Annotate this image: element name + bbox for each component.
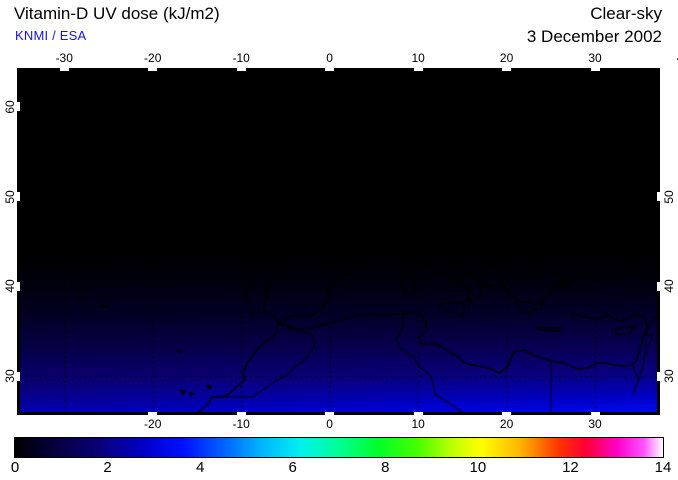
axis-label-top: 30 (588, 51, 602, 65)
axis-tick-top (59, 68, 69, 71)
axis-label-right: 50 (662, 189, 676, 204)
axis-label-left: 40 (3, 279, 17, 294)
axis-label-bottom: 10 (411, 417, 425, 431)
axis-tick-top (502, 68, 512, 71)
axis-label-top: -20 (144, 51, 162, 65)
colorbar-tick-label: 2 (103, 459, 112, 476)
axis-tick-left (17, 281, 20, 291)
axis-label-top: 20 (499, 51, 514, 65)
axis-tick-top (236, 68, 246, 71)
colorbar-tick-label: 12 (562, 459, 579, 476)
axis-tick-bottom (590, 412, 600, 415)
axis-label-bottom: -10 (232, 417, 250, 431)
axis-tick-left (17, 371, 20, 381)
axis-tick-left (17, 192, 20, 202)
axis-label-right: 40 (662, 279, 676, 294)
axis-label-left: 30 (3, 369, 17, 383)
axis-tick-top (590, 68, 600, 71)
colorbar-tick-label: 8 (381, 459, 390, 476)
axis-tick-left (17, 102, 20, 112)
axis-tick-bottom (325, 412, 335, 415)
colorbar-border (14, 437, 664, 458)
colorbar (14, 437, 664, 458)
axis-tick-top (325, 68, 335, 71)
axis-label-right: 30 (662, 369, 676, 383)
axis-label-top: 0 (326, 51, 333, 65)
axis-tick-right (657, 371, 660, 381)
axis-label-top: -30 (55, 51, 73, 65)
colorbar-tick-label: 14 (654, 459, 672, 476)
map-plot-area (17, 68, 660, 415)
axis-tick-right (657, 281, 660, 291)
axis-label-bottom: -20 (144, 417, 162, 431)
axis-label-bottom: 20 (499, 417, 514, 431)
axis-label-top: 10 (411, 51, 425, 65)
map-raster-container (20, 71, 657, 412)
axis-tick-bottom (502, 412, 512, 415)
plot-frame (17, 68, 660, 415)
axis-tick-top (413, 68, 423, 71)
uv-dose-raster (20, 71, 657, 412)
axis-label-top: 40 (677, 51, 678, 65)
colorbar-tick-label: 0 (10, 459, 20, 476)
axis-label-left: 50 (3, 189, 17, 204)
axis-tick-right (657, 192, 660, 202)
axis-tick-bottom (236, 412, 246, 415)
colorbar-tick-label: 10 (469, 459, 487, 476)
date-label: 3 December 2002 (526, 27, 662, 46)
axis-tick-top (148, 68, 158, 71)
axis-label-left: 60 (3, 100, 17, 114)
colorbar-tick-label: 4 (195, 459, 205, 476)
axis-label-bottom: 0 (326, 417, 333, 431)
colorbar-gradient (15, 438, 663, 457)
sky-condition-label: Clear-sky (590, 4, 662, 23)
axis-label-top: -10 (232, 51, 250, 65)
axis-label-bottom: 30 (588, 417, 602, 431)
axis-tick-bottom (148, 412, 158, 415)
institute-credit: KNMI / ESA (15, 28, 87, 43)
colorbar-tick-label: 6 (288, 459, 297, 476)
axis-tick-bottom (413, 412, 423, 415)
figure-title: Vitamin-D UV dose (kJ/m2) (14, 4, 220, 23)
